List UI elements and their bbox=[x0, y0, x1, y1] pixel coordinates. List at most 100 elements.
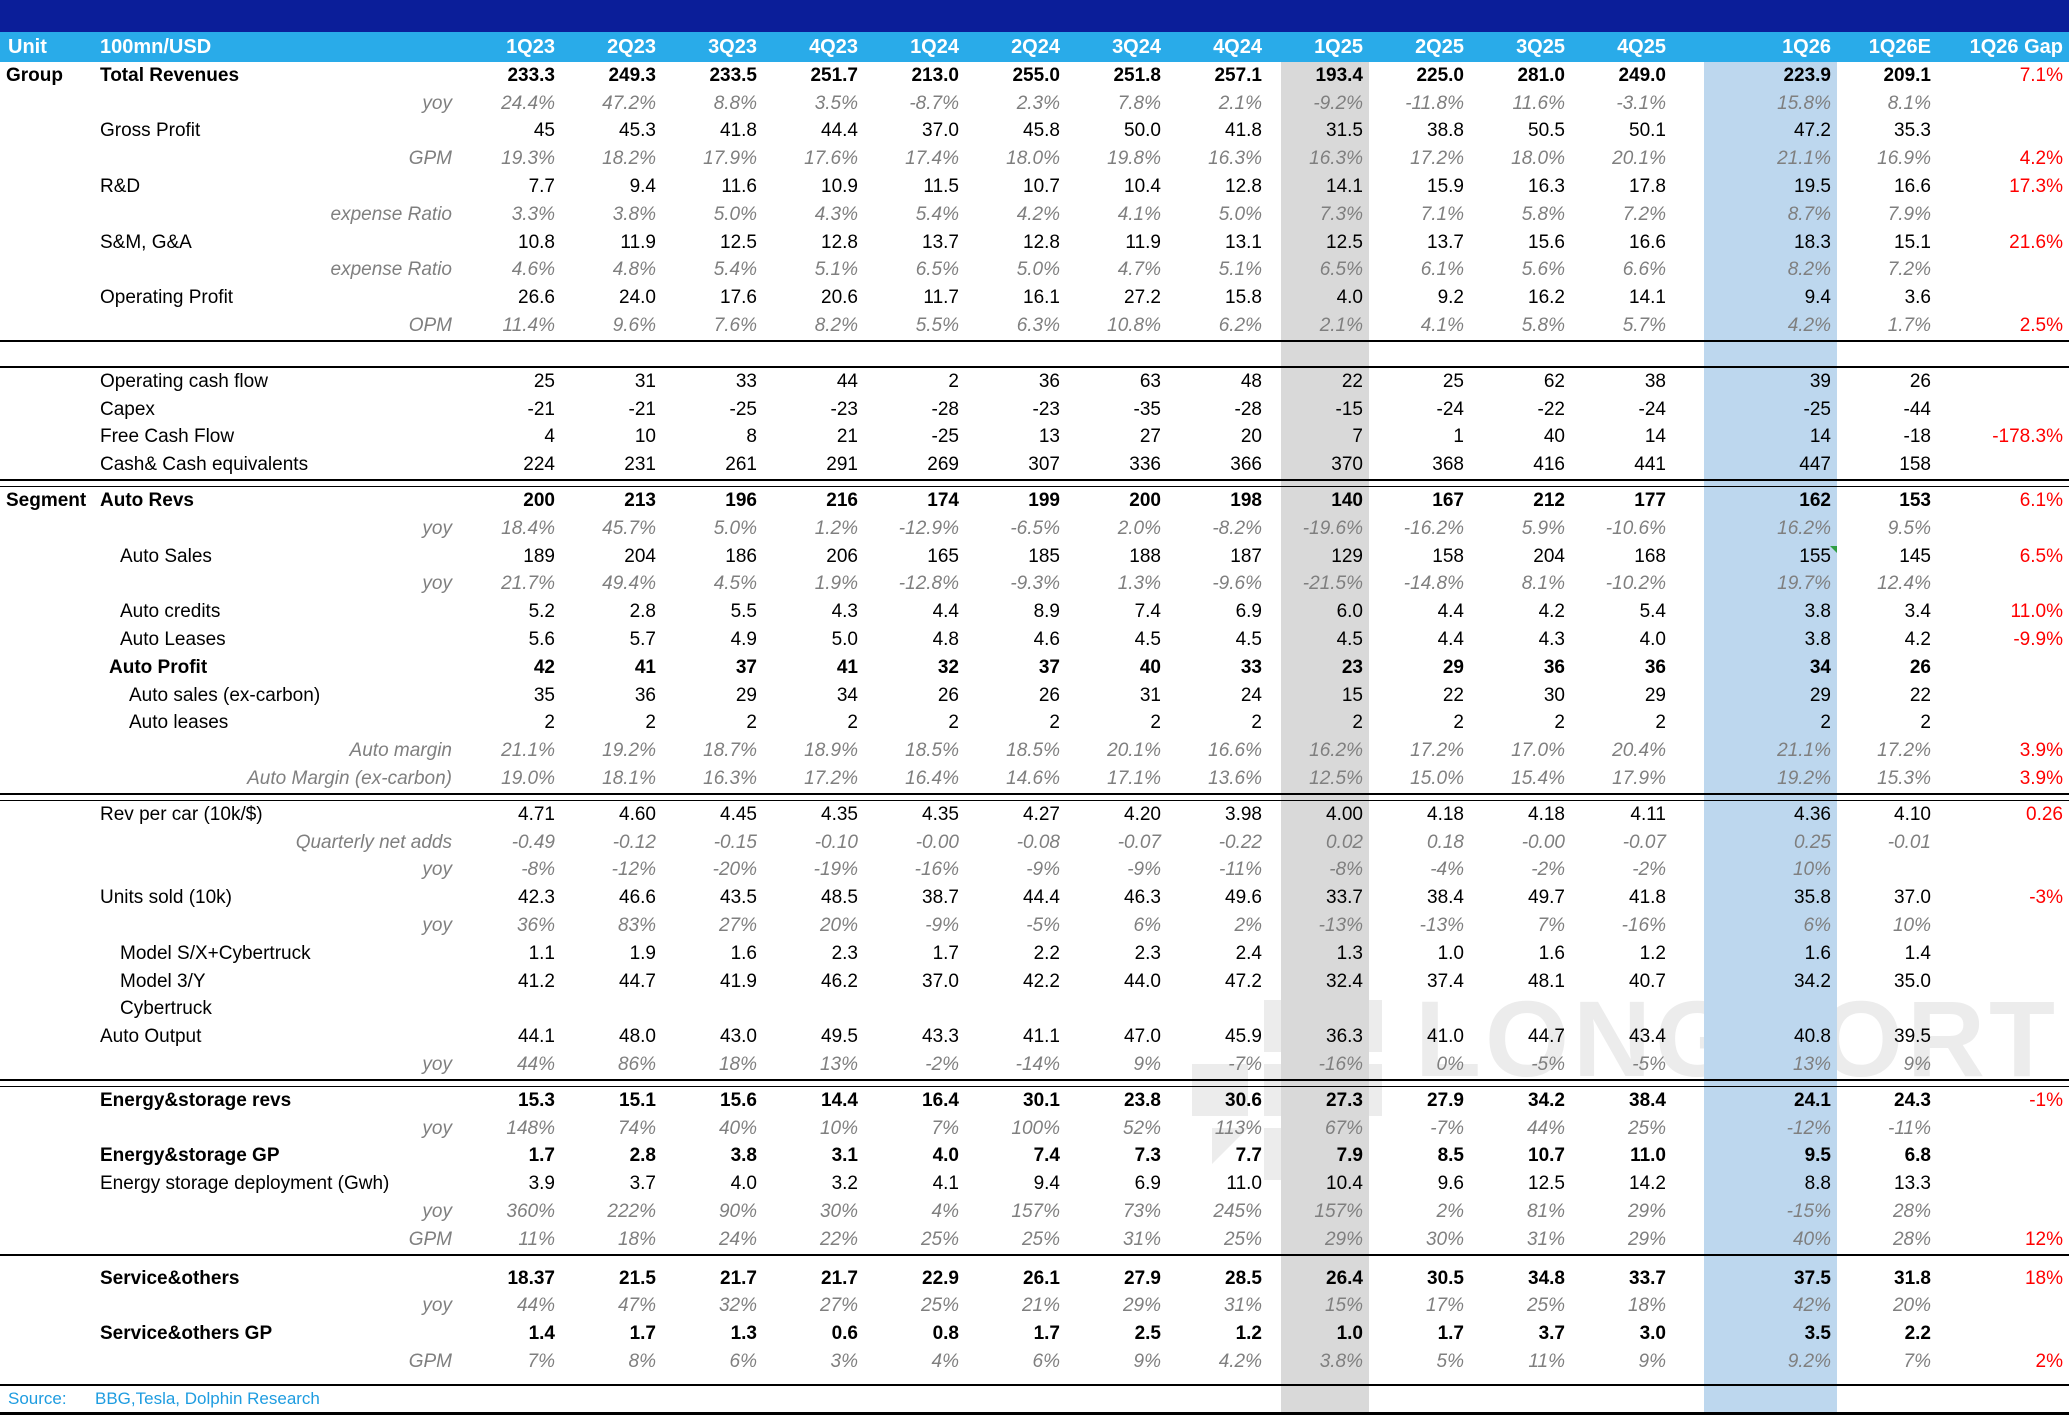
value-cell: 42.2 bbox=[1023, 970, 1060, 992]
value-cell: 129 bbox=[1331, 545, 1363, 567]
value-cell: -16.2% bbox=[1403, 517, 1464, 539]
value-cell: 7.7 bbox=[528, 176, 555, 198]
value-cell: 155 bbox=[1672, 543, 1837, 571]
value-cell: -3.1% bbox=[1616, 92, 1666, 114]
value-cell: 7.2% bbox=[1622, 203, 1666, 225]
value-cell: -10.6% bbox=[1605, 517, 1666, 539]
value-cell: 18.2% bbox=[602, 148, 656, 170]
table-row: Rev per car (10k/$) 4.71 4.60 4.45 4.35 4.35 4… bbox=[0, 800, 2069, 828]
row-label: yoy bbox=[422, 517, 452, 539]
row-label: Operating Profit bbox=[100, 287, 234, 309]
section-cell bbox=[0, 145, 95, 173]
value-cell: 4.00 bbox=[1326, 803, 1363, 825]
value-cell: 2 bbox=[746, 712, 757, 734]
value-cell: 2 bbox=[1554, 712, 1565, 734]
value-cell: 1.6 bbox=[1538, 942, 1565, 964]
value-cell: 15.3 bbox=[518, 1089, 555, 1111]
value-cell: -8% bbox=[1329, 859, 1363, 881]
value-cell: 4.35 bbox=[821, 803, 858, 825]
value-cell: -2% bbox=[1531, 859, 1565, 881]
value-cell bbox=[1937, 571, 2069, 599]
value-cell: -0.00 bbox=[915, 831, 959, 853]
value-cell: 2 bbox=[1920, 712, 1931, 734]
value-cell: 5.0% bbox=[713, 517, 757, 539]
value-cell: 6.1% bbox=[2019, 490, 2063, 512]
value-cell: 1.7 bbox=[528, 1145, 555, 1167]
value-cell: -11% bbox=[1888, 1117, 1931, 1139]
value-cell: -10.2% bbox=[1605, 573, 1666, 595]
value-cell: 9.6 bbox=[1437, 1173, 1464, 1195]
value-cell bbox=[1937, 201, 2069, 229]
value-cell: 1.4 bbox=[1904, 942, 1931, 964]
value-cell: 4.2% bbox=[1787, 315, 1831, 337]
value-cell: 34 bbox=[836, 684, 858, 706]
value-cell: 200 bbox=[1129, 490, 1161, 512]
value-cell: 2.1% bbox=[1218, 92, 1262, 114]
value-cell: 21% bbox=[1021, 1295, 1060, 1317]
value-cell: 19.5 bbox=[1794, 176, 1831, 198]
value-cell: 25% bbox=[1627, 1117, 1666, 1139]
value-cell: 48.0 bbox=[619, 1026, 656, 1048]
value-cell: 44 bbox=[836, 370, 858, 392]
value-cell: -5% bbox=[1026, 915, 1060, 936]
value-cell: 13.6% bbox=[1208, 768, 1262, 790]
value-cell: 37.0 bbox=[922, 970, 959, 992]
value-cell: 231 bbox=[624, 454, 656, 476]
value-cell bbox=[1937, 1023, 2069, 1051]
value-cell: 4.35 bbox=[922, 803, 959, 825]
value-cell bbox=[1937, 710, 2069, 738]
value-cell: 4.5% bbox=[713, 573, 757, 595]
highlight-column-1q26 bbox=[1704, 62, 1837, 1412]
value-cell: 36 bbox=[1644, 656, 1666, 678]
value-cell: 113% bbox=[1214, 1117, 1262, 1139]
comment-marker-icon bbox=[1830, 545, 1837, 553]
value-cell: 7.9% bbox=[1887, 203, 1931, 225]
value-cell: 4.36 bbox=[1794, 803, 1831, 825]
value-cell: -1% bbox=[2029, 1089, 2063, 1111]
value-cell: 38.8 bbox=[1427, 120, 1464, 142]
value-cell: -21 bbox=[527, 398, 555, 420]
value-cell: 20 bbox=[1240, 426, 1262, 448]
value-cell: 4.0 bbox=[1639, 629, 1666, 651]
section-cell bbox=[0, 940, 95, 968]
value-cell: -8% bbox=[521, 859, 555, 881]
value-cell: 1.7 bbox=[1437, 1323, 1464, 1345]
section-divider bbox=[0, 792, 2069, 801]
value-cell: 19.7% bbox=[1777, 573, 1831, 595]
row-label: Energy&storage revs bbox=[100, 1089, 292, 1111]
value-cell: 165 bbox=[927, 545, 959, 567]
section-cell bbox=[0, 1292, 95, 1320]
value-cell: -14.8% bbox=[1403, 573, 1464, 595]
value-cell: -20% bbox=[712, 859, 757, 881]
value-cell: 6.0 bbox=[1336, 601, 1363, 623]
table-row: Gross Profit 45 45.3 41.8 44.4 37.0 45.8 50.0 41… bbox=[0, 118, 2069, 146]
value-cell bbox=[1672, 996, 1837, 1024]
value-cell: -15% bbox=[1786, 1200, 1831, 1222]
value-cell: 42 bbox=[533, 656, 555, 678]
value-cell: 18% bbox=[2024, 1267, 2063, 1289]
value-cell: 25 bbox=[533, 370, 555, 392]
value-cell: 52% bbox=[1122, 1117, 1161, 1139]
table-row: Auto Output 44.1 48.0 43.0 49.5 43.3 41.1 47.0 4… bbox=[0, 1023, 2069, 1051]
value-cell: 41.8 bbox=[720, 120, 757, 142]
value-cell: 17.1% bbox=[1107, 768, 1161, 790]
value-cell: 28.5 bbox=[1225, 1267, 1262, 1289]
value-cell: 31% bbox=[1122, 1228, 1161, 1250]
table-row: Auto Leases 5.6 5.7 4.9 5.0 4.8 4.6 4.5 4.5 4.5 4.… bbox=[0, 626, 2069, 654]
value-cell bbox=[1937, 654, 2069, 682]
value-cell: 0.8 bbox=[932, 1323, 959, 1345]
value-cell: 4.60 bbox=[619, 803, 656, 825]
value-cell: 2 bbox=[1251, 712, 1262, 734]
row-label: OPM bbox=[408, 315, 452, 337]
source-text: BBG,Tesla, Dolphin Research bbox=[95, 1389, 320, 1408]
value-cell bbox=[1937, 940, 2069, 968]
value-cell: 5.2 bbox=[528, 601, 555, 623]
value-cell: 3.2 bbox=[831, 1173, 858, 1195]
column-header-1q26-gap: 1Q26 Gap bbox=[1937, 32, 2069, 62]
value-cell: 10.9 bbox=[821, 176, 858, 198]
value-cell: 12.8 bbox=[1023, 231, 1060, 253]
value-cell: 33 bbox=[735, 370, 757, 392]
value-cell: 43.5 bbox=[720, 887, 757, 909]
value-cell: 4.18 bbox=[1427, 803, 1464, 825]
section-cell bbox=[0, 257, 95, 285]
